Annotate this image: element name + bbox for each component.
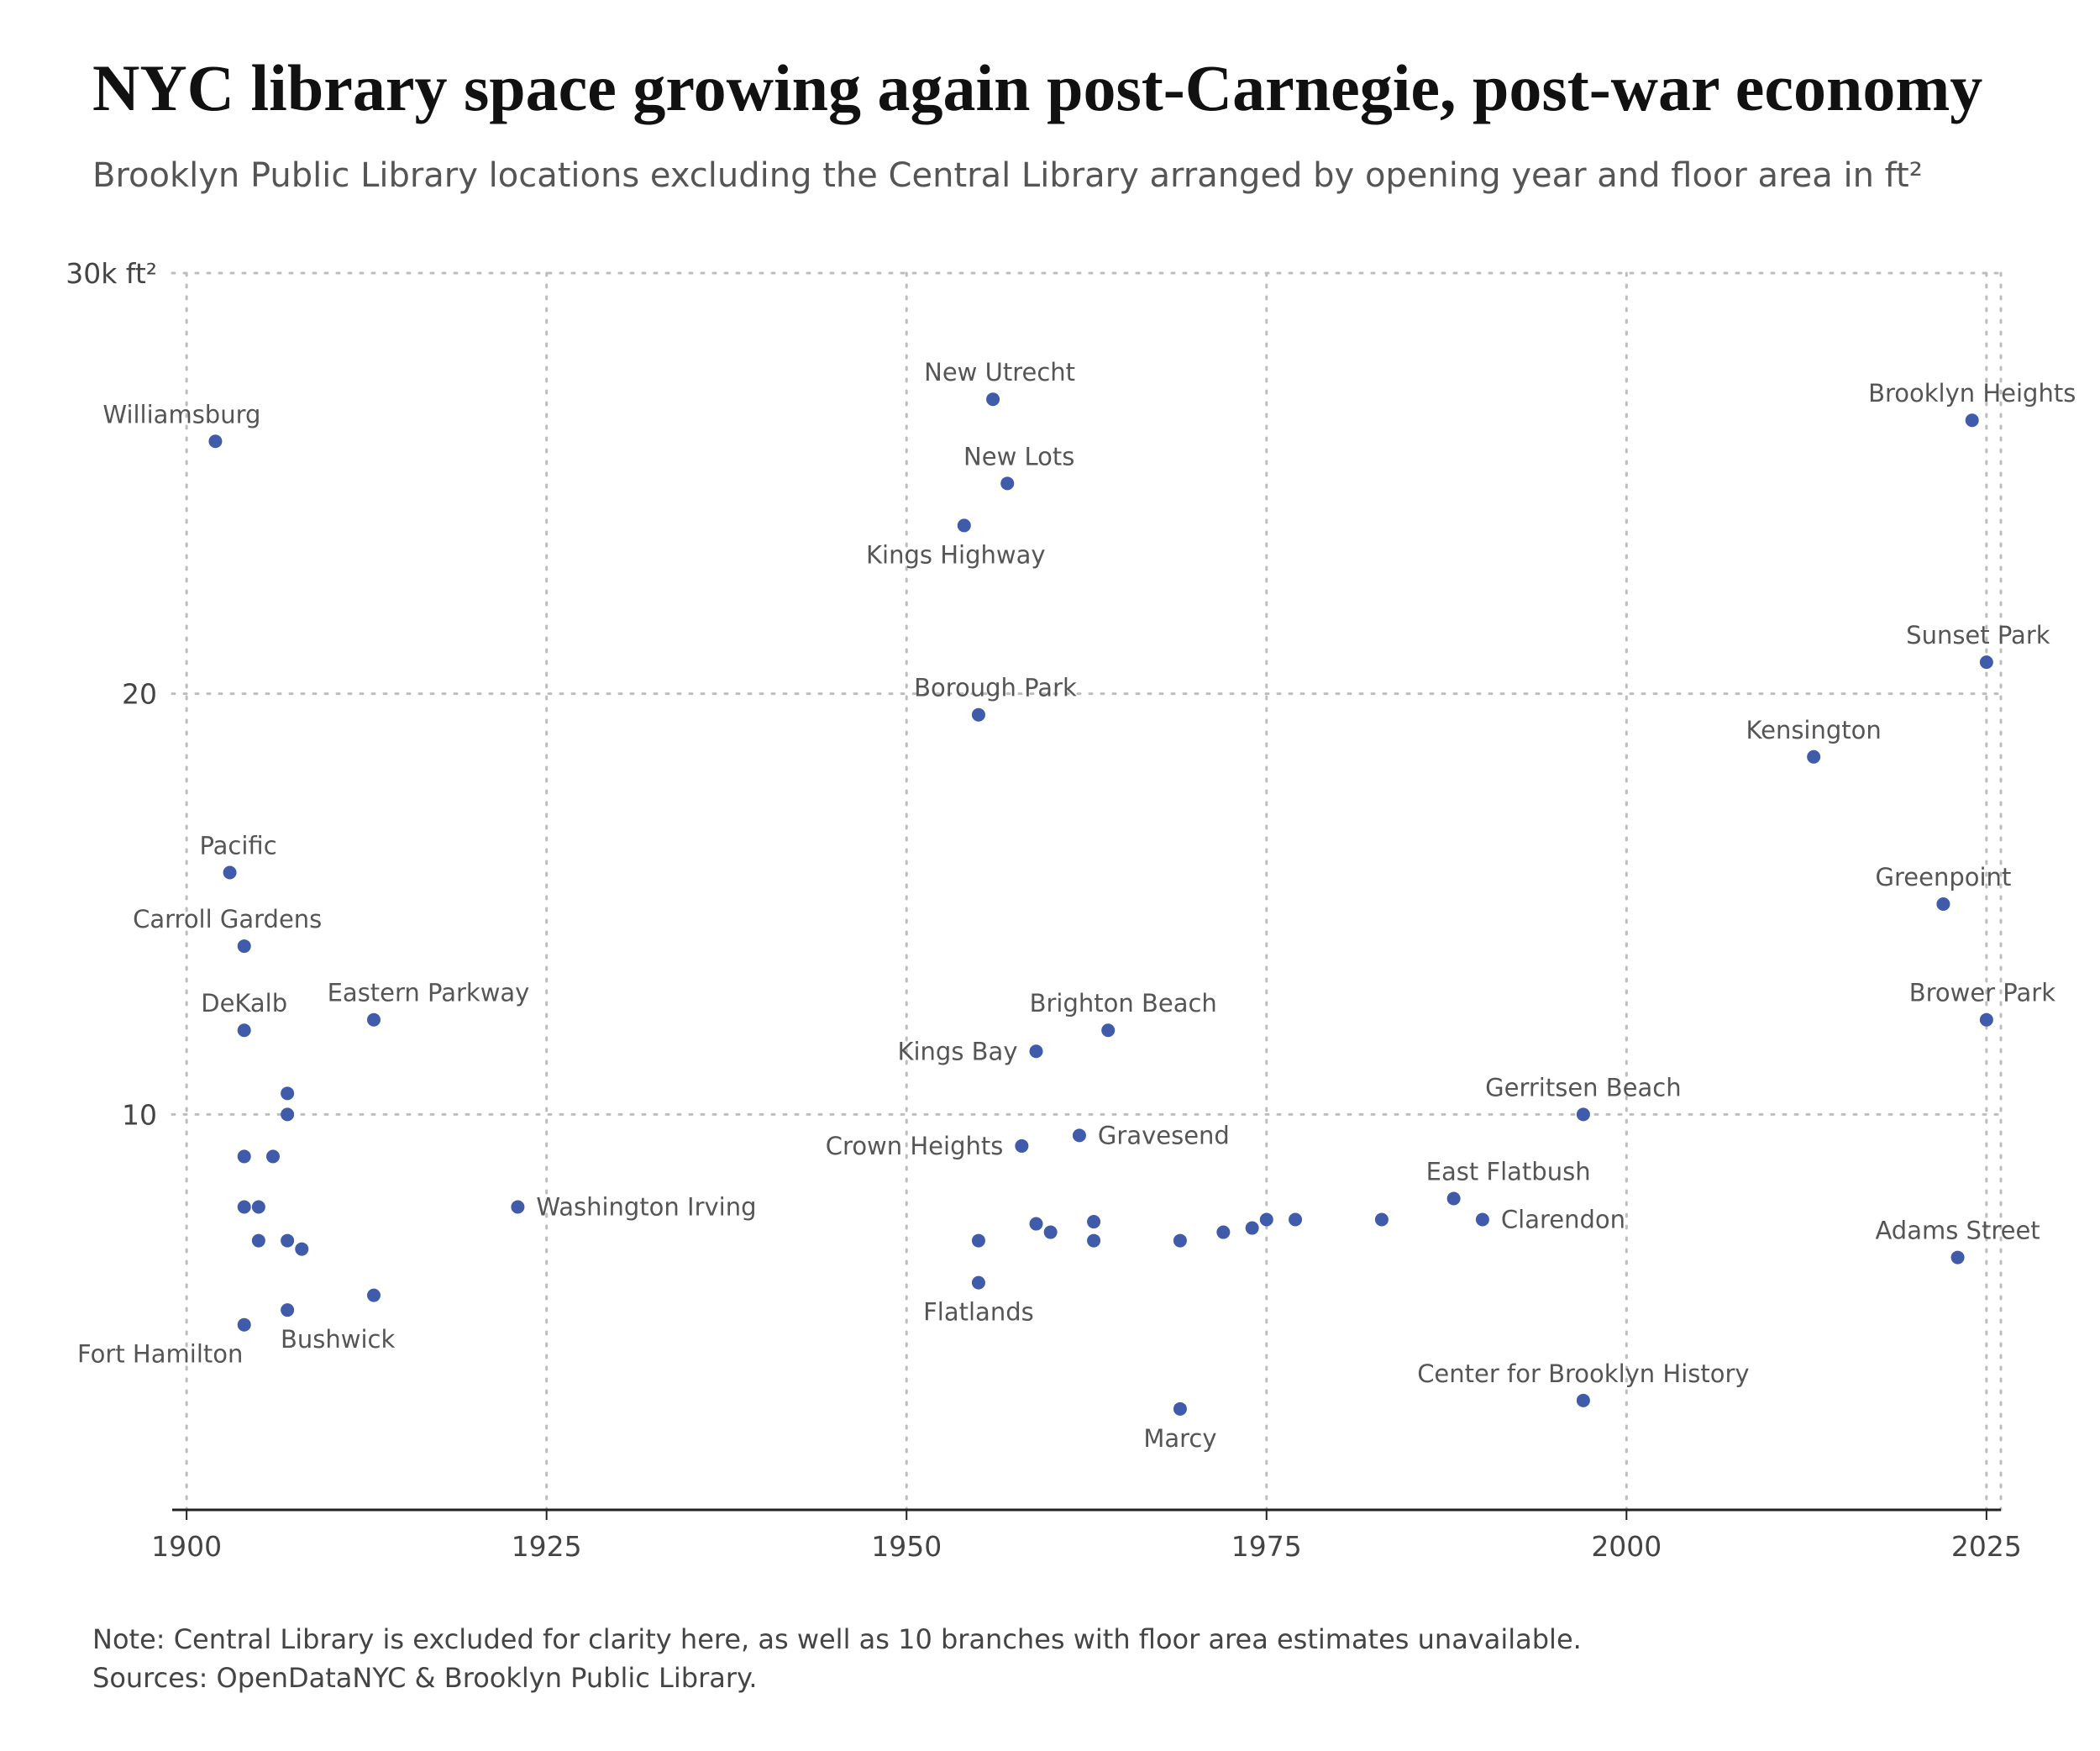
point-label: Brower Park [1909, 979, 2056, 1007]
data-point [1576, 1393, 1590, 1407]
data-point [1979, 1012, 1993, 1027]
point-label: Borough Park [914, 674, 1077, 702]
point-label: Center for Brooklyn History [1417, 1359, 1749, 1388]
data-point [971, 1275, 985, 1290]
point-label: Clarendon [1501, 1206, 1625, 1234]
point-label: Pacific [199, 831, 276, 860]
data-point [1936, 897, 1950, 912]
data-point [1979, 655, 1993, 670]
data-point [1029, 1217, 1043, 1231]
data-point [1087, 1215, 1101, 1229]
data-point [281, 1107, 295, 1122]
point-label: Eastern Parkway [328, 979, 530, 1007]
data-point [237, 1149, 251, 1164]
point-label: East Flatbush [1426, 1157, 1591, 1186]
data-point [971, 1233, 985, 1248]
data-point [1087, 1233, 1101, 1248]
data-point [1807, 749, 1821, 764]
point-label: DeKalb [201, 989, 287, 1017]
data-point [1072, 1128, 1086, 1143]
data-point [1000, 476, 1015, 491]
data-point [295, 1242, 309, 1256]
point-label: Kensington [1746, 716, 1882, 744]
point-label: Sunset Park [1906, 621, 2050, 649]
point-label: New Utrecht [924, 358, 1075, 386]
point-label: Gravesend [1098, 1121, 1230, 1149]
data-point [281, 1233, 295, 1248]
x-tick-label: 1950 [871, 1530, 942, 1563]
data-point [1173, 1233, 1187, 1248]
scatter-chart: 1900 1925 1950 1975 2000 2025 10 20 30k ft² Will… [66, 257, 2076, 1563]
point-label: Marcy [1143, 1424, 1216, 1453]
data-point [366, 1012, 381, 1027]
chart-subtitle: Brooklyn Public Library locations exclud… [92, 156, 1923, 195]
sources-line: Sources: OpenDataNYC & Brooklyn Public L… [92, 1662, 758, 1694]
data-point [971, 707, 985, 722]
point-label: Flatlands [923, 1298, 1034, 1327]
data-point [1965, 413, 1979, 428]
point-label: Kings Bay [897, 1037, 1017, 1065]
data-point [1029, 1044, 1043, 1059]
data-points [208, 392, 1993, 1416]
data-point [1446, 1191, 1461, 1206]
point-label: Brooklyn Heights [1868, 379, 2076, 408]
note-line: Note: Central Library is excluded for cl… [92, 1623, 1582, 1655]
data-point [1216, 1225, 1231, 1239]
data-point [986, 392, 1000, 407]
data-point [281, 1303, 295, 1317]
data-point [1245, 1221, 1259, 1235]
point-labels: Williamsburg Pacific Carroll Gardens DeKalb… [77, 358, 2076, 1453]
x-tick-label: 1925 [512, 1530, 582, 1563]
point-label: Bushwick [281, 1325, 395, 1354]
data-point [1101, 1023, 1116, 1038]
point-label: Greenpoint [1876, 863, 2012, 891]
data-point [223, 865, 237, 880]
x-tick-label: 1900 [151, 1530, 222, 1563]
point-label: Adams Street [1875, 1217, 2040, 1245]
grid-lines [171, 271, 2003, 1512]
chart-title: NYC library space growing again post-Car… [92, 51, 1983, 124]
data-point [1374, 1212, 1389, 1227]
point-label: Kings Highway [866, 540, 1046, 569]
y-tick-label: 10 [122, 1098, 157, 1131]
point-label: New Lots [963, 442, 1074, 471]
data-point [237, 1200, 251, 1214]
y-tick-label: 20 [122, 678, 157, 711]
data-point [251, 1200, 265, 1214]
data-point [366, 1288, 381, 1302]
point-label: Brighton Beach [1030, 989, 1217, 1017]
data-point [237, 939, 251, 954]
data-point [1289, 1212, 1303, 1227]
data-point [1475, 1212, 1489, 1227]
point-label: Washington Irving [536, 1193, 756, 1222]
x-tick-label: 2000 [1591, 1530, 1662, 1563]
data-point [1950, 1250, 1965, 1265]
data-point [237, 1023, 251, 1038]
data-point [1259, 1212, 1273, 1227]
y-tick-label: 30k ft² [66, 257, 157, 290]
data-point [957, 518, 971, 533]
point-label: Crown Heights [826, 1132, 1004, 1160]
data-point [1576, 1107, 1590, 1122]
axes: 1900 1925 1950 1975 2000 2025 10 20 30k ft² [66, 257, 2022, 1563]
point-label: Carroll Gardens [133, 905, 322, 933]
data-point [511, 1200, 525, 1214]
x-tick-label: 1975 [1231, 1530, 1302, 1563]
data-point [265, 1149, 280, 1164]
data-point [251, 1233, 265, 1248]
data-point [281, 1086, 295, 1101]
chart-note: Note: Central Library is excluded for cl… [92, 1620, 2024, 1697]
point-label: Williamsburg [102, 400, 260, 429]
data-point [208, 434, 223, 449]
data-point [1173, 1401, 1187, 1416]
data-point [1043, 1225, 1058, 1239]
data-point [237, 1317, 251, 1332]
point-label: Gerritsen Beach [1485, 1073, 1681, 1102]
data-point [1015, 1138, 1029, 1153]
x-tick-label: 2025 [1951, 1530, 2022, 1563]
point-label: Fort Hamilton [77, 1340, 243, 1369]
